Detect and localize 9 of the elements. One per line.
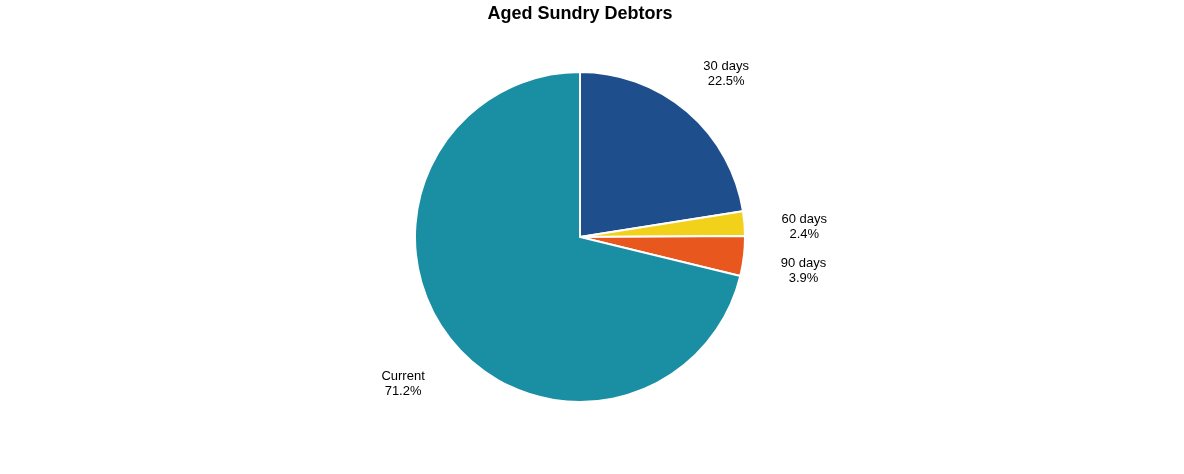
data-label: 22.5% bbox=[707, 72, 745, 88]
slice-label: Current bbox=[381, 368, 426, 384]
data-label: 3.9% bbox=[788, 270, 819, 286]
slice-label: 30 days bbox=[703, 57, 750, 73]
data-label: 2.4% bbox=[789, 225, 820, 241]
chart-title: Aged Sundry Debtors bbox=[487, 3, 673, 23]
data-label: 71.2% bbox=[384, 383, 422, 399]
slice-label: 60 days bbox=[781, 210, 828, 226]
slice-label: 90 days bbox=[780, 255, 827, 271]
